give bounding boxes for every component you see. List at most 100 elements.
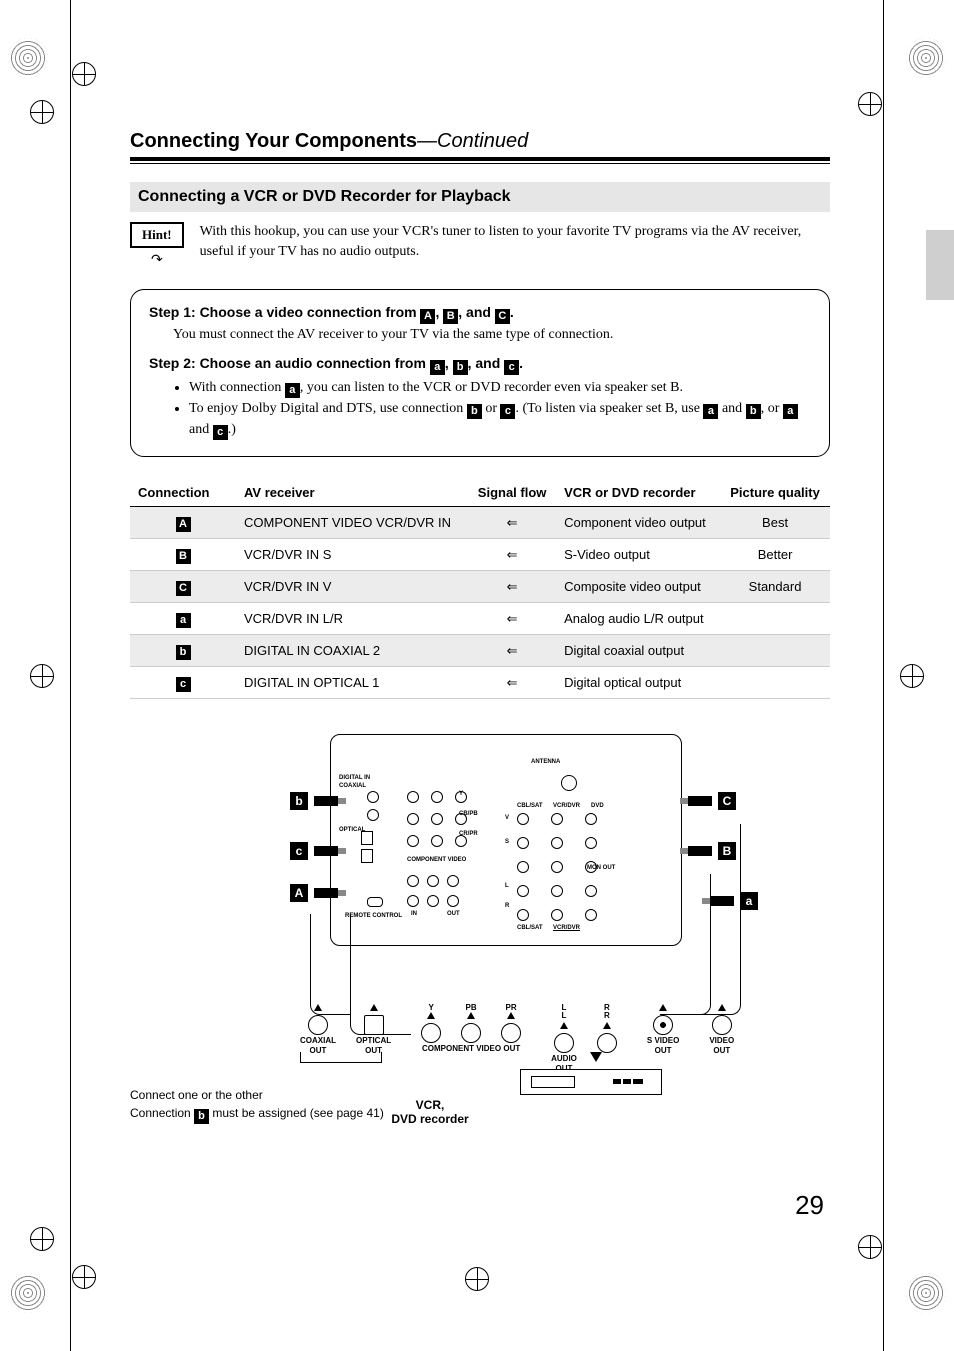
print-spiral-decor (906, 38, 946, 78)
lbl-cblsat: CBL/SAT (517, 803, 543, 809)
tag-B-icon: B (443, 309, 458, 324)
lbl-crpr: CR/PR (459, 831, 478, 837)
b2-post: .) (228, 422, 236, 437)
cell-receiver: COMPONENT VIDEO VCR/DVR IN (236, 507, 468, 539)
av-grid (517, 813, 605, 929)
lbl-vcrdvr2: VCR/DVR (553, 925, 580, 931)
step1-note: You must connect the AV receiver to your… (149, 324, 811, 345)
tag-A-icon: A (290, 884, 308, 902)
output-jack: LLAUDIOOUT (551, 1004, 577, 1073)
tag-a-icon: a (176, 613, 191, 628)
lbl-l: L (505, 883, 509, 889)
registration-mark (900, 664, 924, 688)
cell-source: Analog audio L/R output (556, 603, 720, 635)
b2-and2: and (189, 422, 213, 437)
cell-flow: ⇐ (468, 571, 556, 603)
lbl-vcrdvr: VCR/DVR (553, 803, 580, 809)
table-row: C VCR/DVR IN V⇐Composite video outputStan… (130, 571, 830, 603)
cell-tag: a (130, 603, 236, 635)
th-receiver: AV receiver (236, 479, 468, 507)
th-source: VCR or DVD recorder (556, 479, 720, 507)
b2-mid2: , or (761, 401, 783, 416)
arrow-up-icon (560, 1022, 568, 1029)
tag-c-icon: c (213, 425, 228, 440)
component-grid (407, 791, 471, 853)
wire (310, 914, 351, 1015)
b2-mid1: . (To listen via speaker set B, use (515, 401, 703, 416)
cell-tag: A (130, 507, 236, 539)
crop-guide-line (70, 0, 71, 1351)
cell-flow: ⇐ (468, 667, 556, 699)
wiring-diagram: DIGITAL IN COAXIAL OPTICAL COMPONENT VID… (200, 724, 760, 1084)
th-quality: Picture quality (720, 479, 830, 507)
tag-C-icon: C (176, 581, 191, 596)
jack-optical (361, 831, 373, 845)
cell-flow: ⇐ (468, 603, 556, 635)
page: Connecting Your Components—Continued Con… (0, 0, 954, 1351)
cell-receiver: VCR/DVR IN L/R (236, 603, 468, 635)
tag-B-icon: B (176, 549, 191, 564)
tag-b-icon: b (194, 1109, 209, 1124)
jack-ant (561, 775, 577, 791)
tag-a-icon: a (285, 383, 300, 398)
arrow-up-icon (467, 1012, 475, 1019)
print-spiral-decor (906, 1273, 946, 1313)
lbl-y: Y (459, 791, 463, 797)
device-caption-1: VCR, (416, 1098, 445, 1112)
table-row: bDIGITAL IN COAXIAL 2⇐Digital coaxial ou… (130, 635, 830, 667)
table-row: a VCR/DVR IN L/R⇐Analog audio L/R output (130, 603, 830, 635)
comp-inout2 (407, 895, 459, 907)
device-caption-2: DVD recorder (391, 1112, 468, 1126)
thin-rule (130, 163, 830, 164)
tag-a-icon: a (783, 404, 798, 419)
cell-source: Component video output (556, 507, 720, 539)
output-jack: Y (421, 1004, 441, 1047)
tag-b-icon: b (453, 360, 468, 375)
plug-icon (688, 796, 712, 806)
cell-receiver: VCR/DVR IN V (236, 571, 468, 603)
cell-flow: ⇐ (468, 539, 556, 571)
tag-c-icon: c (176, 677, 191, 692)
print-spiral-decor (8, 38, 48, 78)
hint-block: Hint! ↷ With this hookup, you can use yo… (130, 222, 830, 269)
note2-pre: Connection (130, 1106, 194, 1120)
tag-b-icon: b (467, 404, 482, 419)
cell-flow: ⇐ (468, 507, 556, 539)
tag-C-icon: C (718, 792, 736, 810)
lbl-coaxial: COAXIAL (339, 783, 366, 789)
b1-pre: With connection (189, 380, 285, 395)
b2-or: or (482, 401, 501, 416)
tag-C-icon: C (495, 309, 510, 324)
tag-a-icon: a (740, 892, 758, 910)
cell-quality (720, 667, 830, 699)
callout-b: b (290, 792, 338, 810)
cell-quality: Standard (720, 571, 830, 603)
tag-b-icon: b (746, 404, 761, 419)
table-row: cDIGITAL IN OPTICAL 1⇐Digital optical ou… (130, 667, 830, 699)
lbl-dvd: DVD (591, 803, 604, 809)
arrow-up-icon (603, 1022, 611, 1029)
table-header-row: Connection AV receiver Signal flow VCR o… (130, 479, 830, 507)
step1-post: . (510, 304, 514, 320)
registration-mark (858, 1235, 882, 1259)
heavy-rule (130, 157, 830, 161)
plug-icon (314, 846, 338, 856)
lbl-comp-out: COMPONENT VIDEO OUT (422, 1044, 520, 1053)
cell-tag: C (130, 571, 236, 603)
table-row: ACOMPONENT VIDEO VCR/DVR IN⇐Component vi… (130, 507, 830, 539)
registration-mark (858, 92, 882, 116)
lbl-cbpb: CB/PB (459, 811, 478, 817)
step2-mid2: , and (468, 355, 505, 371)
connection-table: Connection AV receiver Signal flow VCR o… (130, 479, 830, 699)
cell-source: Composite video output (556, 571, 720, 603)
cell-tag: b (130, 635, 236, 667)
step1-mid1: , (435, 304, 443, 320)
arrow-up-icon (507, 1012, 515, 1019)
tag-b-icon: b (290, 792, 308, 810)
th-connection: Connection (130, 479, 236, 507)
tag-a-icon: a (703, 404, 718, 419)
arrow-down-icon (590, 1052, 602, 1062)
hint-box-wrap: Hint! ↷ (130, 222, 184, 269)
steps-box: Step 1: Choose a video connection from A… (130, 289, 830, 457)
cell-quality: Best (720, 507, 830, 539)
